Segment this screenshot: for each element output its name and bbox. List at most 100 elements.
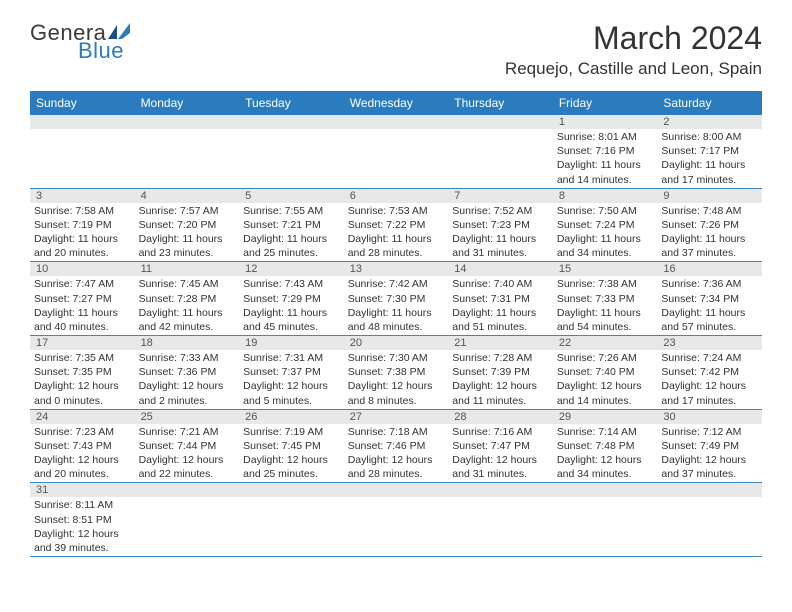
day-number: 12 (239, 262, 344, 276)
day-number: 29 (553, 410, 658, 424)
day-info (448, 497, 553, 556)
sunrise-text: Sunrise: 7:40 AM (452, 277, 549, 291)
daylight-text-1: Daylight: 12 hours (348, 453, 445, 467)
day-info: Sunrise: 7:24 AMSunset: 7:42 PMDaylight:… (657, 350, 762, 409)
day-number: 13 (344, 262, 449, 276)
sunset-text: Sunset: 7:19 PM (34, 218, 131, 232)
daylight-text-2: and 17 minutes. (661, 173, 758, 187)
daylight-text-1: Daylight: 12 hours (557, 379, 654, 393)
day-info (448, 129, 553, 188)
sunset-text: Sunset: 7:26 PM (661, 218, 758, 232)
daylight-text-2: and 23 minutes. (139, 246, 236, 260)
sunrise-text: Sunrise: 7:14 AM (557, 425, 654, 439)
day-info: Sunrise: 7:52 AMSunset: 7:23 PMDaylight:… (448, 203, 553, 262)
day-info (553, 497, 658, 556)
daylight-text-1: Daylight: 11 hours (348, 306, 445, 320)
sunset-text: Sunset: 7:22 PM (348, 218, 445, 232)
day-number (344, 483, 449, 497)
day-info: Sunrise: 7:12 AMSunset: 7:49 PMDaylight:… (657, 424, 762, 483)
sunset-text: Sunset: 7:48 PM (557, 439, 654, 453)
sunrise-text: Sunrise: 8:11 AM (34, 498, 131, 512)
sunrise-text: Sunrise: 7:23 AM (34, 425, 131, 439)
day-number: 10 (30, 262, 135, 276)
daylight-text-2: and 5 minutes. (243, 394, 340, 408)
sunrise-text: Sunrise: 7:43 AM (243, 277, 340, 291)
sunset-text: Sunset: 7:24 PM (557, 218, 654, 232)
daylight-text-1: Daylight: 11 hours (34, 232, 131, 246)
weekday-header: Tuesday (239, 91, 344, 115)
daylight-text-1: Daylight: 11 hours (661, 306, 758, 320)
day-info: Sunrise: 8:01 AMSunset: 7:16 PMDaylight:… (553, 129, 658, 188)
day-number (448, 115, 553, 129)
day-info (239, 497, 344, 556)
day-content-row: Sunrise: 7:35 AMSunset: 7:35 PMDaylight:… (30, 350, 762, 410)
day-number: 4 (135, 189, 240, 203)
sunrise-text: Sunrise: 7:48 AM (661, 204, 758, 218)
daylight-text-2: and 20 minutes. (34, 467, 131, 481)
daylight-text-2: and 25 minutes. (243, 467, 340, 481)
daylight-text-1: Daylight: 11 hours (139, 232, 236, 246)
sunrise-text: Sunrise: 7:33 AM (139, 351, 236, 365)
day-number: 1 (553, 115, 658, 129)
sunset-text: Sunset: 8:51 PM (34, 513, 131, 527)
day-content-row: Sunrise: 8:01 AMSunset: 7:16 PMDaylight:… (30, 129, 762, 189)
weekday-header: Thursday (448, 91, 553, 115)
weekday-header: Sunday (30, 91, 135, 115)
brand-part2: Blue (78, 38, 124, 64)
daylight-text-2: and 54 minutes. (557, 320, 654, 334)
weekday-header: Monday (135, 91, 240, 115)
day-number: 24 (30, 410, 135, 424)
weekday-header: Wednesday (344, 91, 449, 115)
sunrise-text: Sunrise: 7:24 AM (661, 351, 758, 365)
day-info: Sunrise: 7:30 AMSunset: 7:38 PMDaylight:… (344, 350, 449, 409)
day-number: 8 (553, 189, 658, 203)
day-info (135, 129, 240, 188)
day-number: 11 (135, 262, 240, 276)
day-info: Sunrise: 7:26 AMSunset: 7:40 PMDaylight:… (553, 350, 658, 409)
header: Genera Blue March 2024 Requejo, Castille… (30, 20, 762, 79)
day-info: Sunrise: 7:16 AMSunset: 7:47 PMDaylight:… (448, 424, 553, 483)
day-info: Sunrise: 7:43 AMSunset: 7:29 PMDaylight:… (239, 276, 344, 335)
daylight-text-1: Daylight: 12 hours (452, 379, 549, 393)
weekday-header: Saturday (657, 91, 762, 115)
daylight-text-2: and 22 minutes. (139, 467, 236, 481)
day-number (239, 115, 344, 129)
sunrise-text: Sunrise: 7:28 AM (452, 351, 549, 365)
month-title: March 2024 (505, 20, 762, 57)
sunset-text: Sunset: 7:28 PM (139, 292, 236, 306)
daylight-text-2: and 11 minutes. (452, 394, 549, 408)
sunrise-text: Sunrise: 7:35 AM (34, 351, 131, 365)
daylight-text-1: Daylight: 11 hours (243, 232, 340, 246)
day-number: 7 (448, 189, 553, 203)
daylight-text-2: and 2 minutes. (139, 394, 236, 408)
day-content-row: Sunrise: 7:58 AMSunset: 7:19 PMDaylight:… (30, 203, 762, 263)
daylight-text-1: Daylight: 11 hours (452, 306, 549, 320)
day-number: 27 (344, 410, 449, 424)
location: Requejo, Castille and Leon, Spain (505, 59, 762, 79)
day-number: 31 (30, 483, 135, 497)
day-content-row: Sunrise: 7:47 AMSunset: 7:27 PMDaylight:… (30, 276, 762, 336)
day-number-row: 3456789 (30, 189, 762, 203)
day-info: Sunrise: 7:47 AMSunset: 7:27 PMDaylight:… (30, 276, 135, 335)
day-info: Sunrise: 7:33 AMSunset: 7:36 PMDaylight:… (135, 350, 240, 409)
calendar: SundayMondayTuesdayWednesdayThursdayFrid… (30, 91, 762, 557)
sunrise-text: Sunrise: 7:50 AM (557, 204, 654, 218)
day-number: 2 (657, 115, 762, 129)
day-number: 19 (239, 336, 344, 350)
title-block: March 2024 Requejo, Castille and Leon, S… (505, 20, 762, 79)
daylight-text-1: Daylight: 12 hours (243, 379, 340, 393)
sunset-text: Sunset: 7:33 PM (557, 292, 654, 306)
day-number: 28 (448, 410, 553, 424)
day-number (135, 483, 240, 497)
sunset-text: Sunset: 7:47 PM (452, 439, 549, 453)
sunrise-text: Sunrise: 7:53 AM (348, 204, 445, 218)
day-info: Sunrise: 7:38 AMSunset: 7:33 PMDaylight:… (553, 276, 658, 335)
daylight-text-2: and 45 minutes. (243, 320, 340, 334)
daylight-text-1: Daylight: 12 hours (139, 379, 236, 393)
day-number-row: 24252627282930 (30, 410, 762, 424)
day-info (30, 129, 135, 188)
daylight-text-2: and 28 minutes. (348, 467, 445, 481)
day-number: 16 (657, 262, 762, 276)
day-content-row: Sunrise: 8:11 AMSunset: 8:51 PMDaylight:… (30, 497, 762, 557)
day-info: Sunrise: 7:14 AMSunset: 7:48 PMDaylight:… (553, 424, 658, 483)
